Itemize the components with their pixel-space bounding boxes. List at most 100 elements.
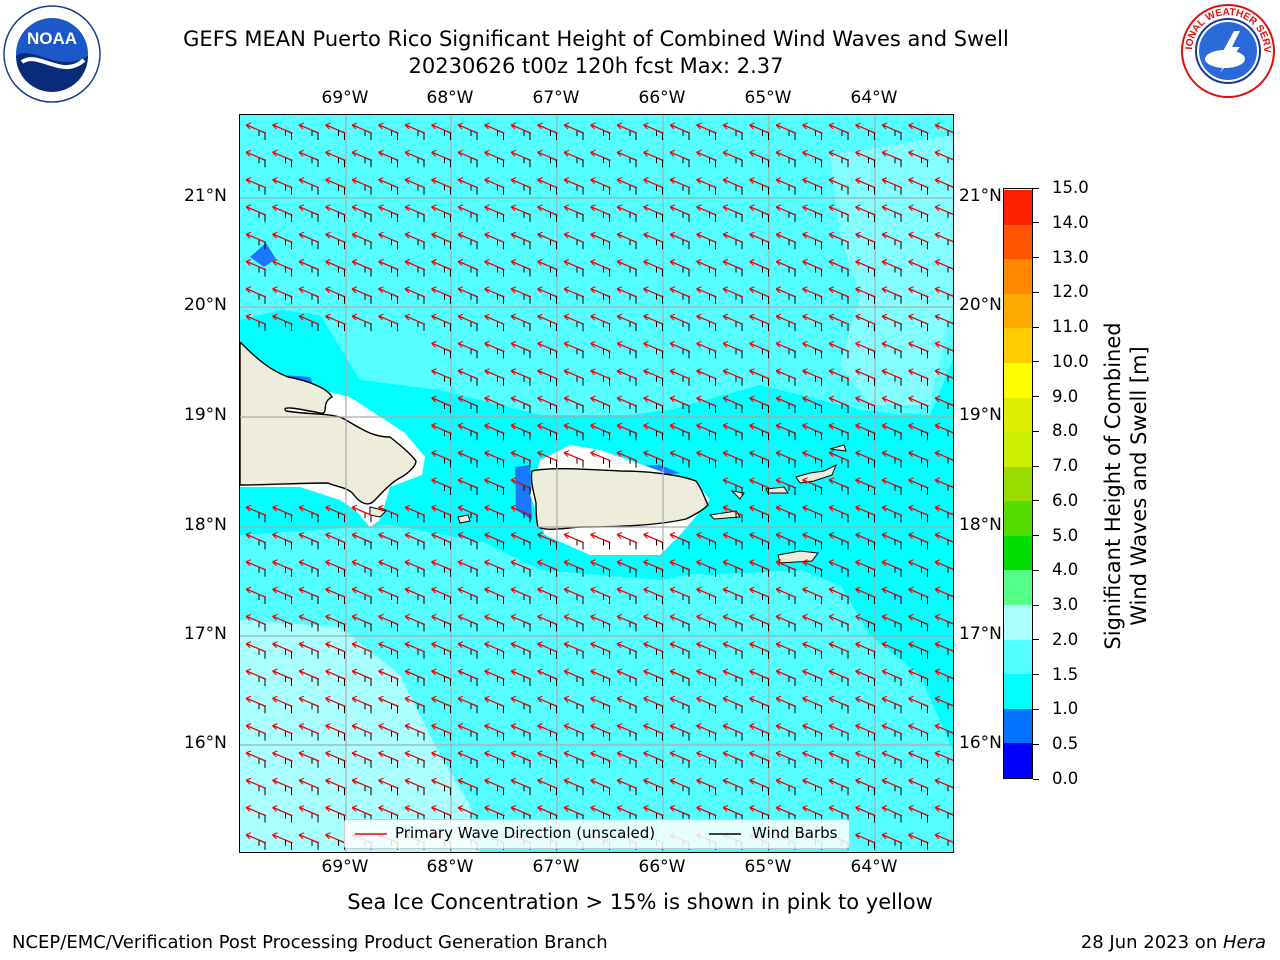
wave-direction-arrow: [749, 368, 770, 380]
wave-vector: [272, 149, 293, 168]
colorbar-label-line1: Significant Height of Combined: [1101, 322, 1125, 650]
wave-vector: [855, 177, 876, 195]
wave-vector: [563, 122, 585, 140]
wave-vector: [616, 422, 638, 441]
wave-vector: [855, 804, 876, 823]
wave-vector: [272, 586, 293, 605]
wave-vector: [696, 586, 717, 605]
wave-vector: [378, 258, 399, 277]
wave-direction-arrow: [378, 531, 399, 544]
wave-direction-arrow: [325, 777, 346, 789]
wave-direction-arrow: [378, 695, 399, 707]
wave-direction-arrow: [245, 668, 267, 680]
wave-vector: [272, 531, 293, 550]
wave-direction-arrow: [908, 368, 929, 380]
wave-direction-arrow: [298, 177, 320, 189]
wave-vector: [908, 177, 929, 195]
wave-direction-arrow: [537, 286, 558, 298]
wave-direction-arrow: [908, 286, 929, 298]
wave-direction-arrow: [828, 422, 850, 434]
wave-direction-arrow: [643, 450, 664, 462]
wave-direction-arrow: [722, 477, 744, 489]
wave-direction-arrow: [696, 313, 717, 325]
wave-direction-arrow: [802, 286, 823, 298]
wave-direction-arrow: [881, 368, 903, 380]
wave-direction-arrow: [351, 258, 373, 271]
wave-vector: [431, 149, 452, 168]
wave-direction-arrow: [881, 340, 903, 352]
wave-vector: [431, 723, 452, 741]
anegada: [829, 444, 847, 452]
wave-direction-arrow: [351, 559, 373, 571]
wave-direction-arrow: [298, 531, 320, 544]
wave-direction-arrow: [272, 804, 293, 817]
wave-vector: [643, 641, 664, 659]
wave-direction-arrow: [484, 695, 505, 707]
wave-vector: [722, 149, 744, 168]
colorbar-tick-label: 10.0: [1052, 351, 1089, 371]
wave-vector: [351, 231, 373, 250]
colorbar-tick-mark: [1033, 674, 1039, 676]
wave-direction-arrow: [590, 122, 611, 134]
wave-vector: [749, 613, 770, 632]
wave-direction-arrow: [855, 531, 876, 544]
wave-vector: [643, 368, 664, 386]
wave-vector: [908, 313, 929, 332]
wave-direction-arrow: [537, 559, 558, 571]
wave-direction-arrow: [908, 477, 929, 489]
wave-direction-arrow: [828, 777, 850, 789]
wave-vector: [351, 177, 373, 195]
wave-direction-arrow: [245, 559, 267, 571]
wave-direction-arrow: [696, 613, 717, 625]
wave-direction-arrow: [298, 777, 320, 789]
wave-vector: [934, 613, 953, 628]
colorbar-label-line2: Wind Waves and Swell [m]: [1127, 346, 1151, 626]
wave-direction-arrow: [325, 313, 346, 325]
wave-vector: [722, 695, 744, 714]
wave-vector: [484, 668, 505, 686]
wave-vector: [378, 668, 399, 686]
wave-vector: [855, 204, 876, 222]
wave-direction-arrow: [696, 559, 717, 571]
colorbar-cell: [1004, 673, 1032, 709]
wave-vector: [828, 613, 850, 632]
wave-vector: [934, 586, 953, 601]
wave-direction-arrow: [802, 149, 823, 161]
wave-vector: [272, 286, 293, 304]
wave-direction-arrow: [590, 750, 611, 762]
wave-direction-arrow: [775, 723, 797, 735]
wave-vector: [590, 586, 611, 605]
wave-direction-arrow: [934, 804, 953, 816]
wave-vector: [457, 777, 479, 796]
wave-direction-arrow: [245, 804, 267, 817]
wave-direction-arrow: [272, 777, 293, 789]
wave-direction-arrow: [484, 804, 505, 817]
wave-vector: [881, 641, 903, 659]
wave-direction-arrow: [298, 122, 320, 134]
wave-vector: [908, 641, 929, 659]
wave-vector: [934, 777, 953, 792]
wave-vector: [802, 777, 823, 796]
wave-direction-arrow: [457, 231, 479, 243]
wave-vector: [351, 723, 373, 741]
wave-direction-arrow: [245, 777, 267, 789]
wave-vector: [563, 313, 585, 332]
wave-direction-arrow: [590, 777, 611, 789]
wave-direction-arrow: [881, 231, 903, 243]
wave-direction-arrow: [855, 832, 876, 844]
wave-vector: [934, 395, 953, 409]
wave-vector: [245, 258, 267, 277]
wave-vector: [325, 313, 346, 332]
wave-vector: [245, 668, 267, 686]
wave-direction-arrow: [457, 750, 479, 762]
wave-vector: [669, 122, 691, 140]
colorbar-tick-mark: [1033, 639, 1039, 641]
wave-direction-arrow: [934, 750, 953, 761]
wave-vector: [775, 258, 797, 277]
wave-vector: [590, 450, 611, 468]
wave-vector: [881, 313, 903, 332]
lon-label-top: 64°W: [850, 88, 898, 108]
wave-vector: [484, 586, 505, 605]
wave-vector: [325, 586, 346, 605]
wave-vector: [378, 559, 399, 577]
